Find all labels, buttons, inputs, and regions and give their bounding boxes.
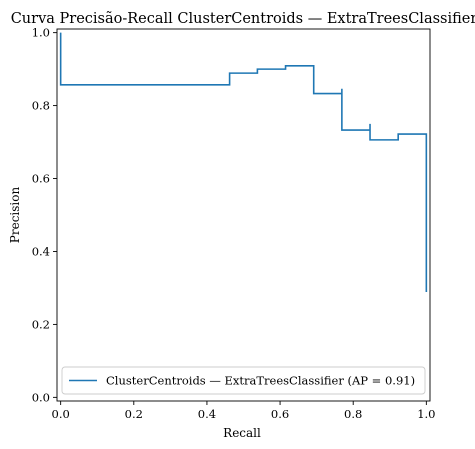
- y-axis: 0.0 0.2 0.4 0.6 0.8 1.0: [32, 26, 57, 404]
- x-axis: 0.0 0.2 0.4 0.6 0.8 1.0: [52, 401, 435, 421]
- x-tick-label: 0.6: [271, 407, 289, 421]
- y-tick-label: 0.2: [32, 317, 50, 331]
- chart-title: Curva Precisão-Recall ClusterCentroids —…: [11, 11, 475, 27]
- y-tick-label: 0.6: [32, 172, 50, 186]
- x-tick-label: 0.0: [52, 407, 70, 421]
- x-tick-label: 0.4: [198, 407, 216, 421]
- y-axis-label: Precision: [8, 187, 22, 244]
- legend: ClusterCentroids — ExtraTreesClassifier …: [61, 366, 426, 395]
- x-tick-label: 0.8: [344, 407, 362, 421]
- pr-curve-line: [59, 32, 428, 292]
- y-tick-label: 0.8: [32, 99, 50, 113]
- plot-frame: [56, 28, 431, 402]
- x-tick-label: 0.2: [125, 407, 143, 421]
- y-tick-label: 1.0: [32, 26, 50, 40]
- y-tick-label: 0.0: [32, 390, 50, 404]
- legend-box: [61, 366, 426, 395]
- legend-label: ClusterCentroids — ExtraTreesClassifier …: [106, 374, 415, 388]
- x-axis-label: Recall: [223, 426, 261, 440]
- x-tick-label: 1.0: [417, 407, 435, 421]
- plot-area: [56, 28, 431, 402]
- y-tick-label: 0.4: [32, 244, 50, 258]
